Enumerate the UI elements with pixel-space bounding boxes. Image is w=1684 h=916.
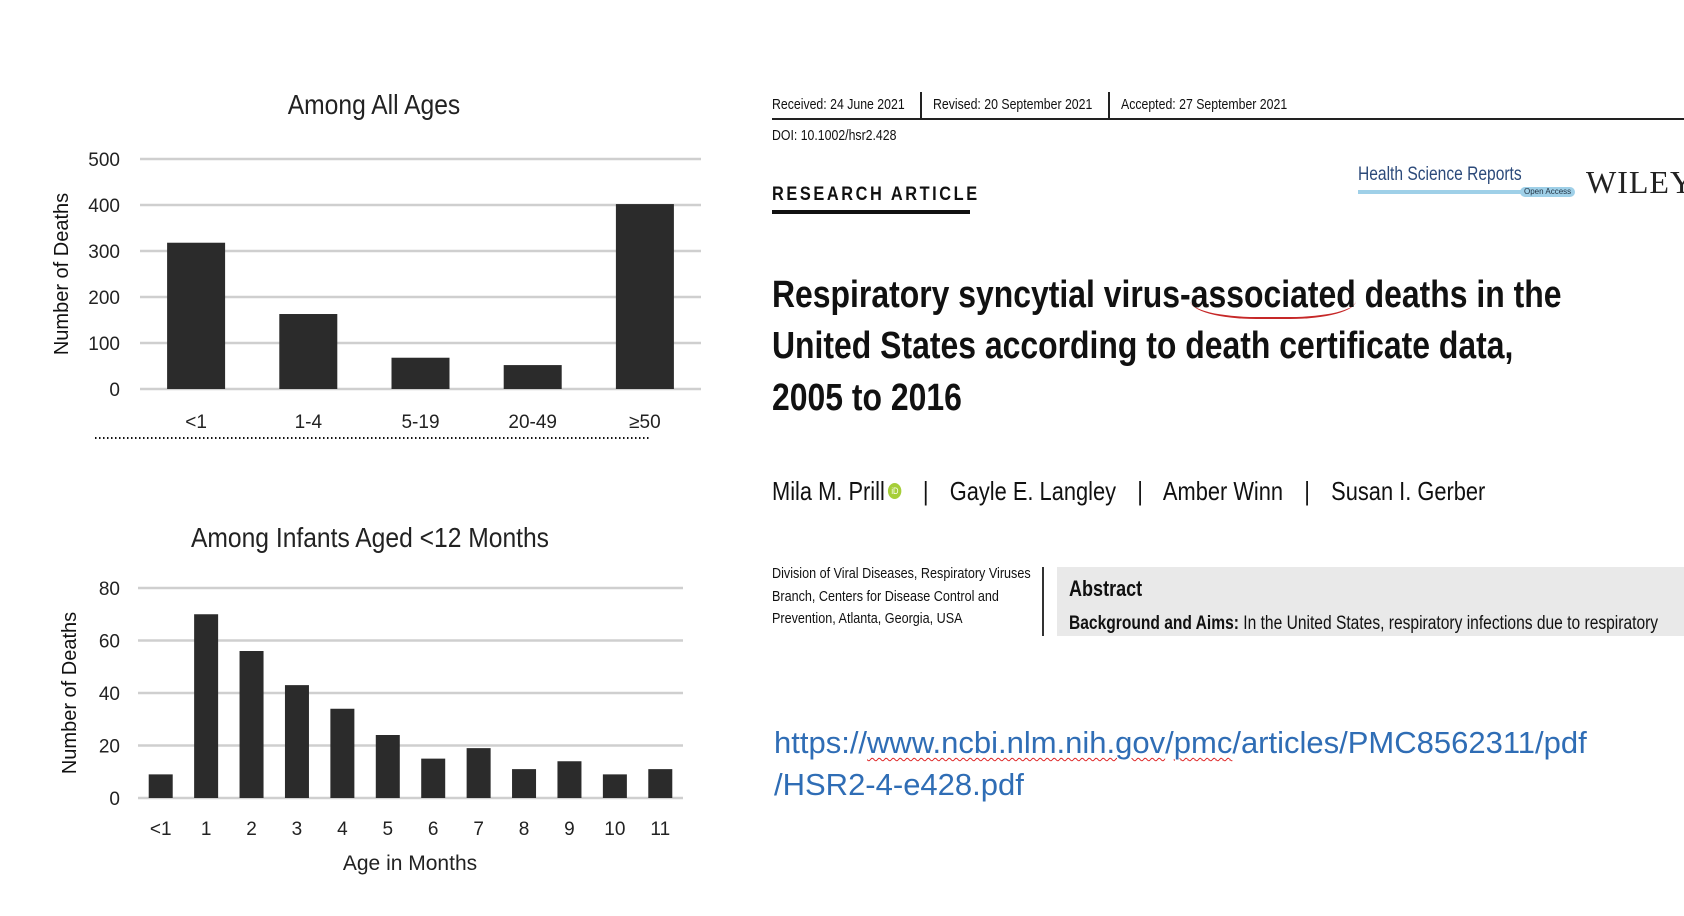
x-tick-label: 3 [292,819,303,840]
bar [466,748,491,798]
source-link[interactable]: https://www.ncbi.nlm.nih.gov/pmc/article… [774,725,1587,761]
bar [194,614,219,798]
y-tick-label: 80 [99,579,120,600]
y-axis-label: Number of Deaths [51,193,73,355]
revised-date: Revised: 20 September 2021 [933,96,1093,113]
source-link-line-2[interactable]: /HSR2-4-e428.pdf [774,767,1024,802]
x-tick-label: 5-19 [401,412,439,433]
title-text: Respiratory syncytial virus- [772,274,1191,316]
bar [602,774,627,798]
y-tick-label: 40 [99,684,120,705]
x-tick-label: 10 [604,819,625,840]
bar [648,769,673,798]
link-part[interactable]: www.ncbi.nlm.nih.gov [867,725,1166,760]
y-tick-label: 200 [88,288,120,309]
title-underlined-word: associated [1190,274,1356,319]
x-tick-label: 7 [473,819,484,840]
author-name[interactable]: Mila M. Prill [772,476,885,506]
affiliation-line: Branch, Centers for Disease Control and [772,588,999,605]
title-text: deaths in the [1355,274,1562,316]
bar [391,357,450,389]
x-tick-label: <1 [150,819,172,840]
bar [421,758,446,798]
bar [615,204,674,389]
author-name[interactable]: Amber Winn [1162,476,1284,506]
orcid-icon[interactable]: iD [888,483,902,499]
bar [148,774,173,798]
x-tick-label: 9 [564,819,575,840]
bar [375,735,400,798]
affiliation-line: Division of Viral Diseases, Respiratory … [772,565,1031,582]
link-part[interactable]: pmc [1173,725,1233,760]
affiliation-line: Prevention, Atlanta, Georgia, USA [772,610,963,627]
author-name[interactable]: Gayle E. Langley [949,476,1117,506]
author-name[interactable]: Susan I. Gerber [1331,476,1486,506]
x-tick-label: <1 [185,412,207,433]
y-tick-label: 0 [109,380,120,401]
bar [503,365,562,389]
bar [239,651,264,798]
y-tick-label: 500 [88,150,120,171]
article-title-line-3: 2005 to 2016 [772,377,962,419]
bar [512,769,537,798]
x-axis-label: Age in Months [343,852,477,875]
publisher-logo: WILEY [1586,164,1684,200]
y-axis-label: Number of Deaths [59,612,81,774]
author-separator: | [1304,476,1310,506]
x-tick-label: 11 [650,819,670,840]
abstract-text: Background and Aims: In the United State… [1069,613,1658,635]
x-tick-label: 2 [246,819,257,840]
link-part[interactable]: https:// [774,725,868,760]
x-tick-label: 5 [383,819,394,840]
x-tick-label: 1 [201,819,212,840]
journal-name[interactable]: Health Science Reports [1358,164,1522,185]
link-part[interactable]: /articles/PMC8562311/pdf [1232,725,1587,760]
abstract-box [1057,567,1684,636]
received-date: Received: 24 June 2021 [772,96,905,113]
y-tick-label: 400 [88,196,120,217]
author-separator: | [922,476,929,506]
abstract-label: Background and Aims: [1069,613,1239,634]
y-tick-label: 60 [99,632,120,653]
x-tick-label: 20-49 [508,412,557,433]
header-rule [772,118,1684,120]
bar [330,708,355,798]
accepted-date: Accepted: 27 September 2021 [1121,96,1288,113]
x-tick-label: 4 [337,819,348,840]
author-separator: | [1137,476,1143,506]
y-tick-label: 20 [99,737,120,758]
y-tick-label: 300 [88,242,120,263]
x-tick-label: 8 [519,819,530,840]
x-tick-label: 1-4 [295,412,323,433]
y-tick-label: 100 [88,334,120,355]
section-label: RESEARCH ARTICLE [772,184,980,205]
divider [1108,92,1110,119]
author-list: Mila M. Prill iD | Gayle E. Langley | Amb… [772,476,1485,507]
link-part[interactable]: / [1165,725,1174,760]
bar [557,761,582,798]
chart-title: Among All Ages [288,89,461,121]
abstract-body: In the United States, respiratory infect… [1238,613,1659,634]
x-tick-label: 6 [428,819,439,840]
bar [279,314,338,389]
doi: DOI: 10.1002/hsr2.428 [772,127,897,144]
section-underline [772,210,970,214]
divider [920,92,922,119]
bar [284,685,309,798]
chart-title: Among Infants Aged <12 Months [191,522,549,554]
abstract-heading: Abstract [1069,576,1143,601]
bar [167,242,226,389]
x-tick-label: ≥50 [629,412,661,433]
journal-bar [1358,190,1528,194]
article-title-line-2: United States according to death certifi… [772,325,1514,367]
article-title-line-1: Respiratory syncytial virus-associated d… [772,274,1562,319]
divider [1042,567,1044,636]
open-access-badge: Open Access [1520,187,1576,197]
y-tick-label: 0 [109,789,120,810]
